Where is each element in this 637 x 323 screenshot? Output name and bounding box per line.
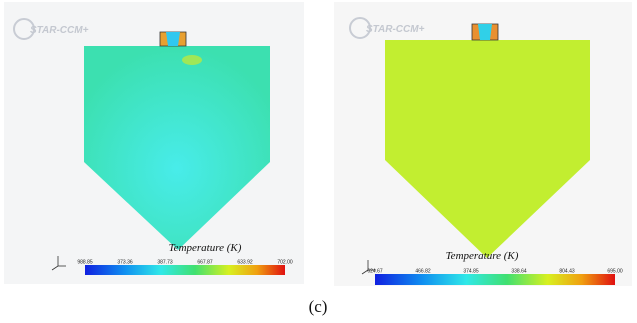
colorbar-label: 988.85 <box>77 260 93 266</box>
colorbar-label: 466.82 <box>415 269 431 275</box>
colorbar-label: 695.00 <box>607 269 623 275</box>
colorbar-label: 804.43 <box>559 269 575 275</box>
logo-icon <box>349 17 371 39</box>
logo-icon <box>13 18 35 40</box>
logo: STAR-CCM+ <box>30 25 89 36</box>
inlet-core <box>478 24 492 40</box>
hot-spot <box>182 55 202 65</box>
colorbar-label: 338.64 <box>511 269 527 275</box>
colorbar-label: 373.36 <box>117 260 133 266</box>
colorbar-label: 702.00 <box>277 260 293 266</box>
colorbar-label: 624.67 <box>367 269 383 275</box>
inlet-core <box>166 32 180 46</box>
colorbar <box>85 265 285 275</box>
caption: (c) <box>309 297 328 316</box>
colorbar-label: 387.73 <box>157 260 173 266</box>
colorbar-title: Temperature (K) <box>446 250 519 262</box>
axis-triad <box>361 260 376 275</box>
vessel <box>84 46 270 250</box>
axis-triad <box>51 256 66 271</box>
vessel <box>385 40 590 258</box>
colorbar <box>375 274 615 285</box>
colorbar-label: 667.87 <box>197 260 213 266</box>
logo: STAR-CCM+ <box>366 24 425 35</box>
colorbar-title: Temperature (K) <box>169 242 242 254</box>
colorbar-label: 633.92 <box>237 260 253 266</box>
colorbar-label: 374.85 <box>463 269 479 275</box>
